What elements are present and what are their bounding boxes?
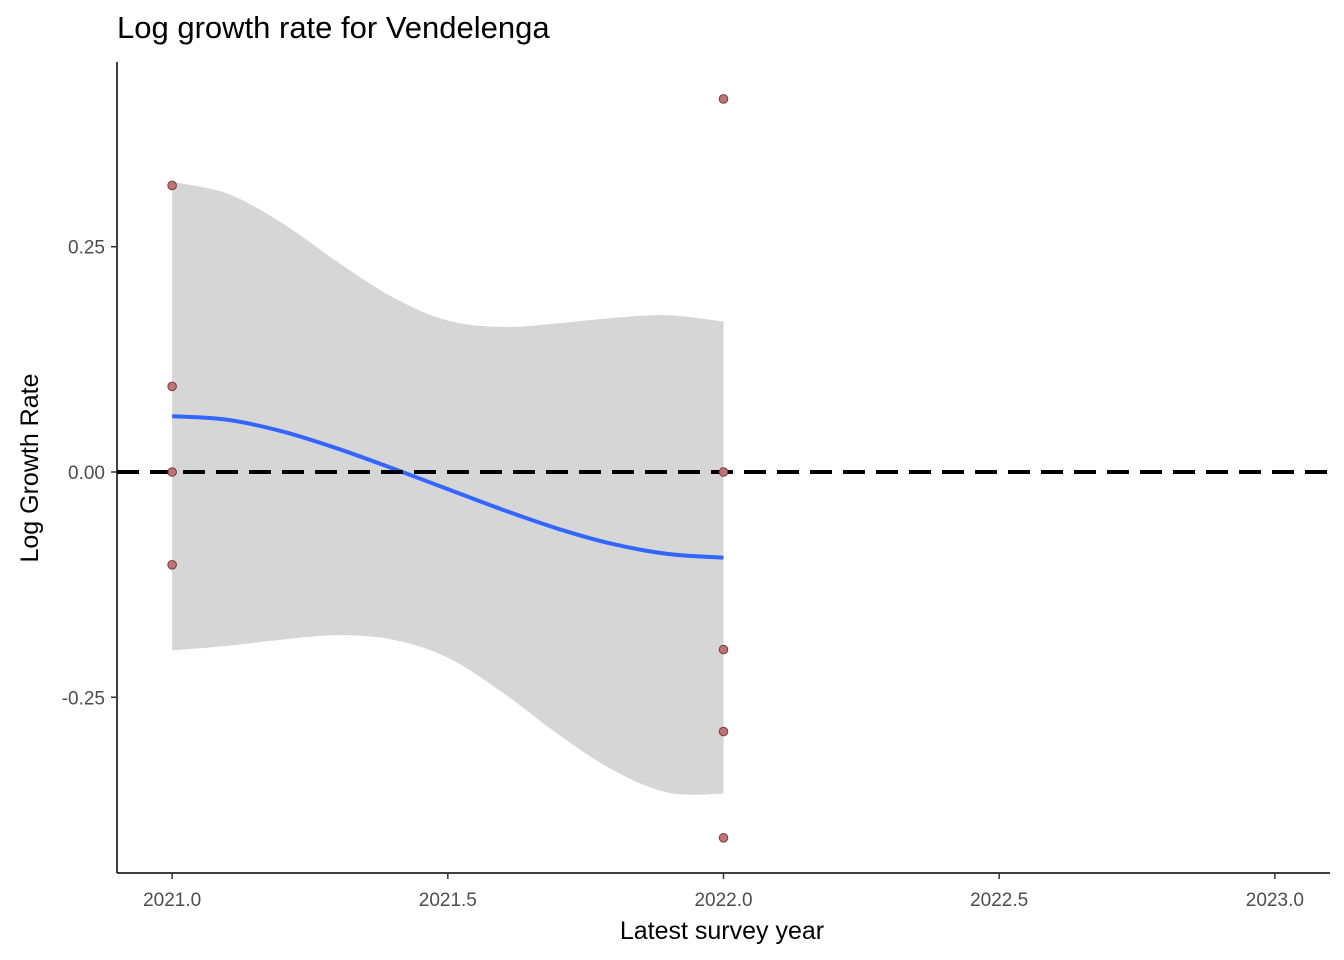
y-tick-label: 0.25: [68, 238, 105, 259]
y-tick-label: -0.25: [62, 688, 105, 709]
data-point: [718, 644, 729, 655]
x-axis-title: Latest survey year: [620, 917, 824, 945]
data-point: [718, 726, 729, 737]
x-tick-label: 2021.5: [419, 890, 477, 911]
data-point: [718, 467, 729, 477]
data-point: [718, 833, 729, 843]
x-tick-label: 2023.0: [1246, 890, 1304, 911]
data-point: [167, 180, 177, 191]
x-tick-label: 2022.0: [694, 890, 752, 911]
data-point: [167, 467, 177, 477]
x-tick-label: 2022.5: [970, 890, 1028, 911]
smooth-line: [172, 414, 724, 560]
data-point: [167, 560, 177, 570]
y-tick-label: 0.00: [68, 463, 105, 484]
data-point: [718, 94, 729, 104]
x-tick-label: 2021.0: [143, 890, 201, 911]
chart-title: Log growth rate for Vendelenga: [117, 10, 550, 45]
y-axis-title: Log Growth Rate: [16, 374, 44, 563]
data-point: [167, 381, 177, 392]
